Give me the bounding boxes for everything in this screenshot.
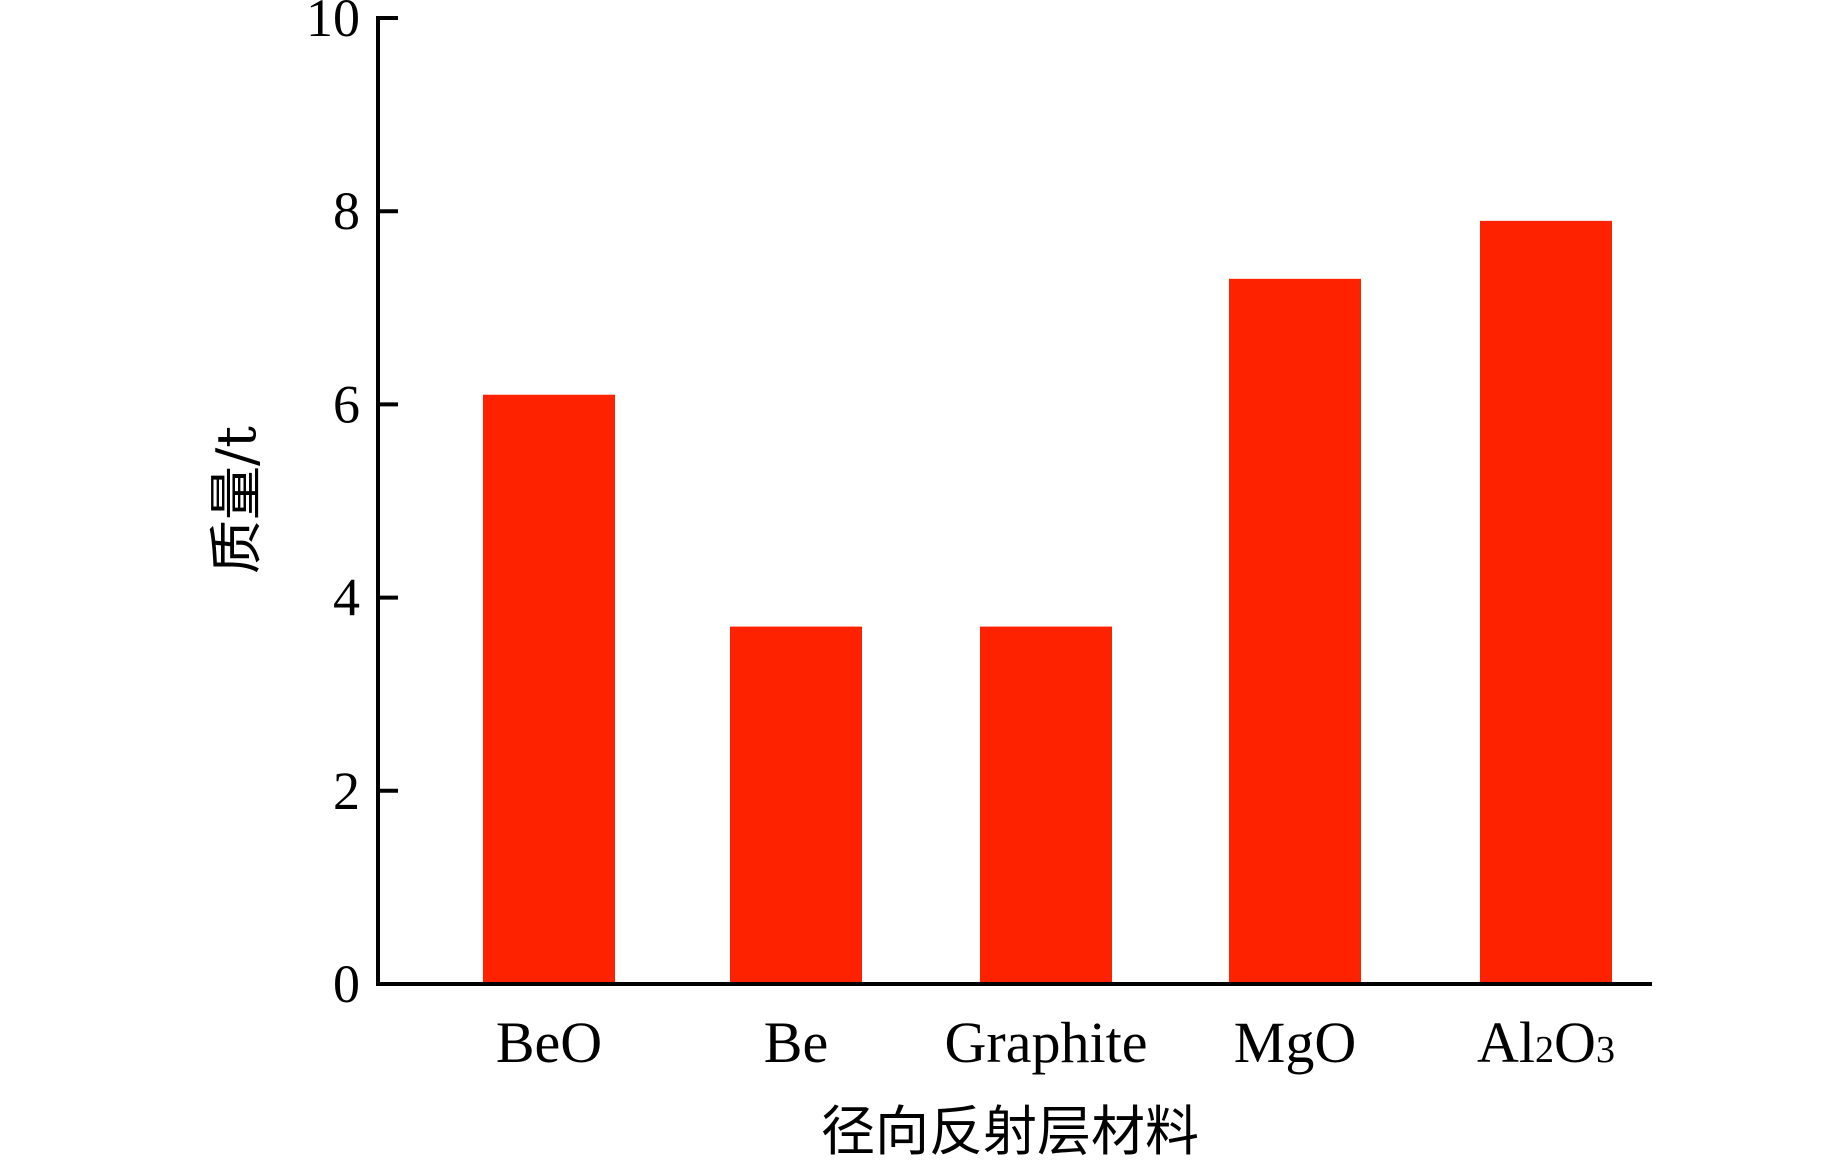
bar-graphite	[980, 626, 1112, 984]
label-part: Al	[1477, 1010, 1535, 1075]
subscript: 3	[1596, 1029, 1615, 1071]
y-tick-label: 6	[333, 374, 360, 434]
y-tick-label: 10	[306, 0, 360, 48]
x-category-label: Graphite	[945, 1010, 1148, 1075]
bar-be	[730, 626, 862, 984]
y-tick-label: 2	[333, 761, 360, 821]
y-tick-label: 8	[333, 181, 360, 241]
y-tick-label: 0	[333, 954, 360, 1014]
x-category-label: MgO	[1234, 1010, 1356, 1075]
bar-beo	[483, 394, 615, 984]
y-tick-label: 4	[333, 568, 360, 628]
label-part: O	[1554, 1010, 1596, 1075]
x-category-label: Be	[764, 1010, 828, 1075]
x-category-labels: BeO Be Graphite MgO Al2O3	[496, 1010, 1615, 1075]
subscript: 2	[1535, 1029, 1554, 1071]
bars-group	[483, 220, 1612, 985]
x-axis-title: 径向反射层材料	[821, 1100, 1199, 1163]
y-ticks-group: 0 2 4 6 8 10	[306, 0, 398, 1014]
bar-mgo	[1229, 278, 1361, 984]
x-category-label: Al2O3	[1477, 1010, 1615, 1075]
y-axis-title: 质量/t	[205, 426, 268, 574]
x-category-label: BeO	[496, 1010, 602, 1075]
bar-al2o3	[1480, 220, 1612, 985]
